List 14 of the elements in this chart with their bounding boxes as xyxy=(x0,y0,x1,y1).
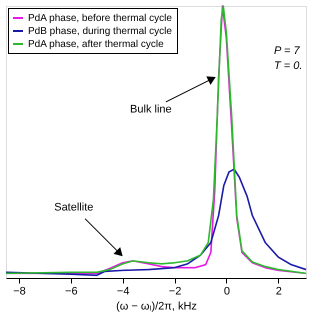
x-tick-label: −6 xyxy=(65,286,78,298)
x-tick-label: 0 xyxy=(224,286,230,298)
x-tick-label: 2 xyxy=(276,286,282,298)
annotation: T = 0. xyxy=(274,60,302,72)
x-tick-label: −4 xyxy=(116,286,130,298)
annotation: Satellite xyxy=(54,201,94,214)
annotation: Bulk line xyxy=(130,103,172,116)
x-tick-label: −8 xyxy=(13,286,26,298)
annotation: P = 7 xyxy=(274,45,300,57)
x-tick-label: −2 xyxy=(168,286,182,298)
legend-label: PdB phase, during thermal cycle xyxy=(28,26,172,37)
legend-label: PdA phase, after thermal cycle xyxy=(28,39,164,50)
legend-label: PdA phase, before thermal cycle xyxy=(28,13,172,24)
x-axis-title: (ω − ωₗ)/2π, kHz xyxy=(116,300,197,312)
